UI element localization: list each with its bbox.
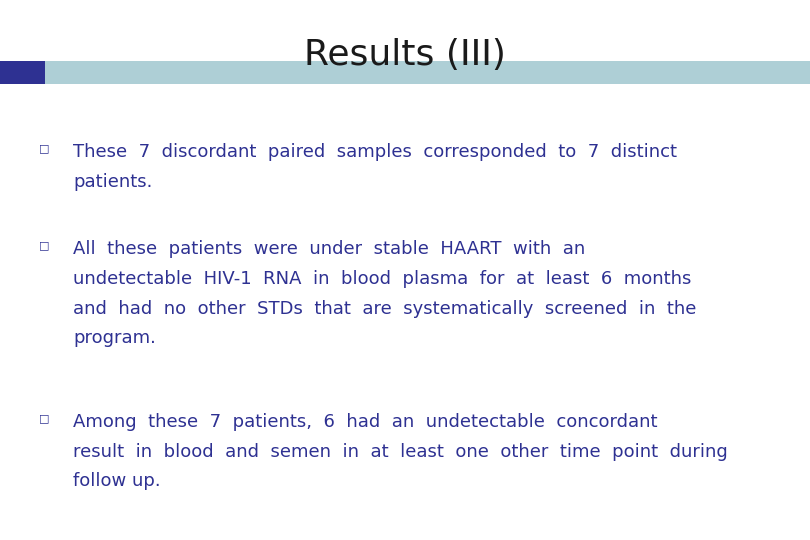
Text: Among  these  7  patients,  6  had  an  undetectable  concordant: Among these 7 patients, 6 had an undetec… <box>73 413 658 431</box>
Text: and  had  no  other  STDs  that  are  systematically  screened  in  the: and had no other STDs that are systemati… <box>73 300 697 318</box>
Text: result  in  blood  and  semen  in  at  least  one  other  time  point  during: result in blood and semen in at least on… <box>73 443 727 461</box>
Text: follow up.: follow up. <box>73 472 160 490</box>
Text: undetectable  HIV-1  RNA  in  blood  plasma  for  at  least  6  months: undetectable HIV-1 RNA in blood plasma f… <box>73 270 691 288</box>
Text: program.: program. <box>73 329 156 347</box>
Text: Results (III): Results (III) <box>304 38 506 72</box>
Text: patients.: patients. <box>73 173 152 191</box>
Bar <box>45 61 810 84</box>
Bar <box>0 61 45 84</box>
Text: These  7  discordant  paired  samples  corresponded  to  7  distinct: These 7 discordant paired samples corres… <box>73 143 677 161</box>
Text: All  these  patients  were  under  stable  HAART  with  an: All these patients were under stable HAA… <box>73 240 585 258</box>
Text: □: □ <box>40 240 49 251</box>
Text: □: □ <box>40 413 49 423</box>
Text: □: □ <box>40 143 49 153</box>
